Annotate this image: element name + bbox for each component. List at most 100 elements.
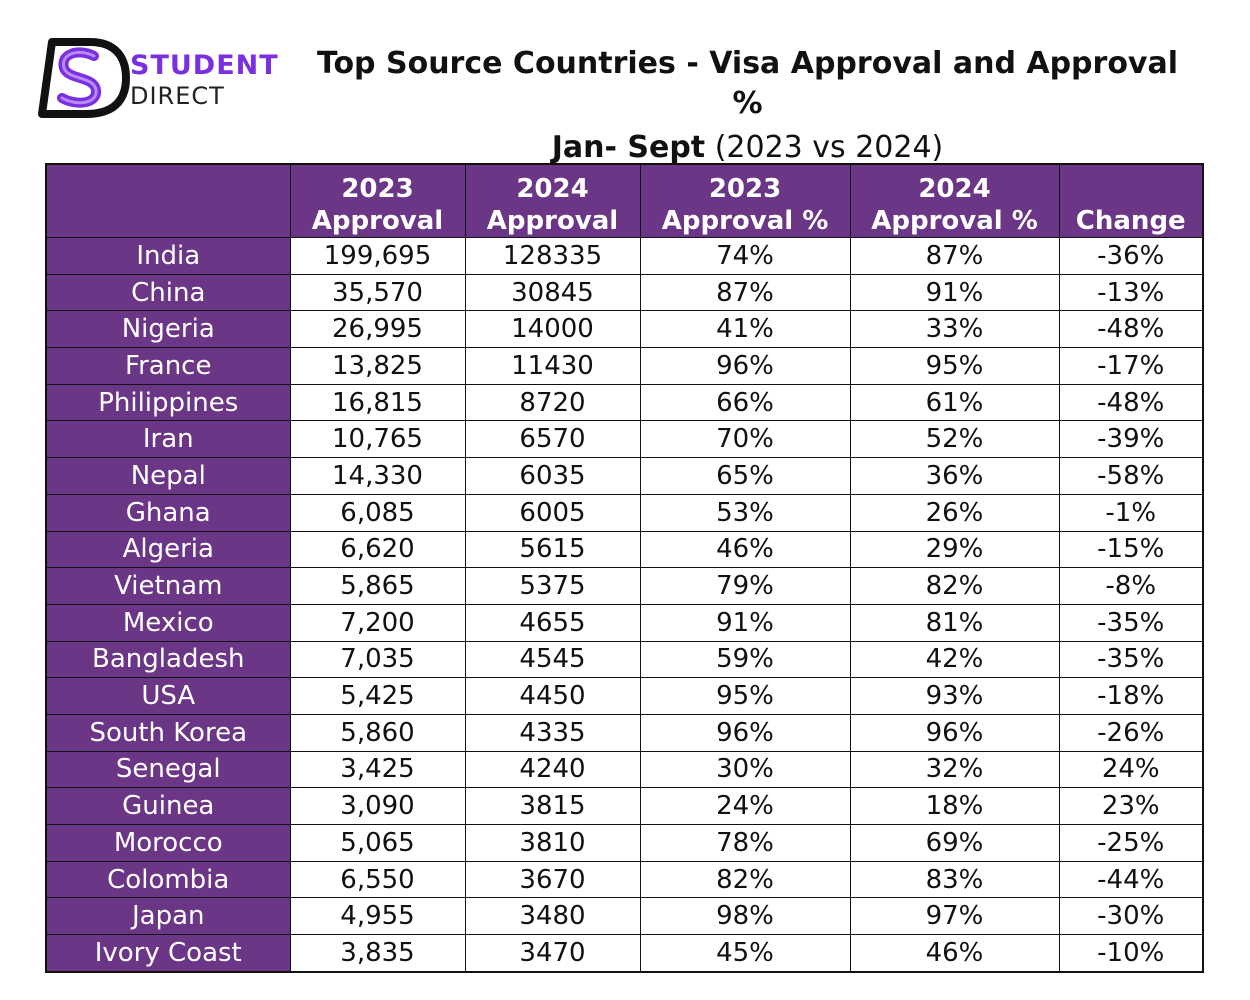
table-row: Ivory Coast 3,835 3470 45% 46% -10% [45,934,1204,973]
approval-pct-2023-cell: 70% [639,420,851,459]
approval-pct-2023-cell: 95% [639,677,851,715]
approval-2024-cell: 6035 [464,457,641,495]
table-row: Guinea 3,090 3815 24% 18% 23% [45,787,1204,825]
change-cell: -13% [1058,273,1204,312]
change-cell: -35% [1058,603,1204,642]
approval-pct-2024-cell: 87% [849,237,1060,275]
table-row: India 199,695 128335 74% 87% -36% [45,237,1204,275]
approval-pct-2024-cell: 42% [849,640,1060,679]
table-row: Iran 10,765 6570 70% 52% -39% [45,420,1204,459]
country-cell: Bangladesh [45,640,291,679]
change-cell: -18% [1058,677,1204,715]
table-row: Algeria 6,620 5615 46% 29% -15% [45,530,1204,569]
approval-2024-cell: 3815 [464,787,641,825]
change-cell: 23% [1058,787,1204,825]
country-cell: Guinea [45,787,291,825]
header-2024-approval-line: 2024 [516,174,589,204]
change-cell: -26% [1058,713,1204,752]
approval-pct-2023-cell: 46% [639,530,851,569]
table-row: France 13,825 11430 96% 95% -17% [45,347,1204,385]
approval-pct-2023-cell: 87% [639,273,851,312]
header-change-line: Change [1075,206,1186,236]
approval-2023-cell: 6,620 [289,530,466,569]
country-cell: China [45,273,291,312]
approval-pct-2024-cell: 95% [849,347,1060,385]
title-subtitle: Jan- Sept (2023 vs 2024) [300,128,1195,168]
approval-pct-2024-cell: 69% [849,824,1060,862]
change-cell: 24% [1058,750,1204,789]
approval-2023-cell: 13,825 [289,347,466,385]
country-cell: Japan [45,897,291,936]
change-cell: -39% [1058,420,1204,459]
approval-pct-2024-cell: 52% [849,420,1060,459]
approval-pct-2023-cell: 30% [639,750,851,789]
approval-pct-2024-cell: 82% [849,567,1060,605]
change-cell: -58% [1058,457,1204,495]
country-cell: India [45,237,291,275]
approval-pct-2024-cell: 26% [849,493,1060,532]
table-header-row: 2023 Approval 2024 Approval 2023 Approval % 20… [45,163,1204,238]
approval-2023-cell: 5,860 [289,713,466,752]
sd-monogram-icon [38,38,130,118]
change-cell: -25% [1058,824,1204,862]
approval-pct-2023-cell: 59% [639,640,851,679]
header-2024-approval-pct-line: 2024 [918,174,991,204]
approval-2024-cell: 5615 [464,530,641,569]
approval-2023-cell: 35,570 [289,273,466,312]
table-row: Philippines 16,815 8720 66% 61% -48% [45,383,1204,422]
approval-pct-2023-cell: 41% [639,310,851,349]
header-2023-approval-pct: 2023 Approval % [639,163,851,238]
table-row: Senegal 3,425 4240 30% 32% 24% [45,750,1204,789]
approval-pct-2024-cell: 97% [849,897,1060,936]
approval-2023-cell: 6,085 [289,493,466,532]
approval-pct-2024-cell: 96% [849,713,1060,752]
header-2024-approval-pct-line: Approval % [871,206,1038,236]
table-body: India 199,695 128335 74% 87% -36% China 35,570 3… [45,237,1204,973]
title-years: (2023 vs 2024) [705,130,944,165]
change-cell: -30% [1058,897,1204,936]
approval-pct-2023-cell: 96% [639,347,851,385]
approval-pct-2023-cell: 74% [639,237,851,275]
approval-pct-2024-cell: 36% [849,457,1060,495]
country-cell: Iran [45,420,291,459]
approval-pct-2024-cell: 46% [849,934,1060,973]
approval-pct-2024-cell: 33% [849,310,1060,349]
approval-2023-cell: 5,425 [289,677,466,715]
country-cell: Colombia [45,860,291,899]
change-cell: -36% [1058,237,1204,275]
student-direct-logo: STUDENT DIRECT [38,34,298,124]
approval-2024-cell: 8720 [464,383,641,422]
table-row: South Korea 5,860 4335 96% 96% -26% [45,713,1204,752]
table-row: Nigeria 26,995 14000 41% 33% -48% [45,310,1204,349]
header-2023-approval: 2023 Approval [289,163,466,238]
approval-2024-cell: 4545 [464,640,641,679]
country-cell: Philippines [45,383,291,422]
approval-2024-cell: 6570 [464,420,641,459]
approval-2024-cell: 4335 [464,713,641,752]
title-main: Top Source Countries - Visa Approval and… [316,46,1179,121]
country-cell: France [45,347,291,385]
approval-2023-cell: 16,815 [289,383,466,422]
header-2023-approval-pct-line: Approval % [661,206,829,236]
approval-2024-cell: 4655 [464,603,641,642]
approval-2023-cell: 3,835 [289,934,466,973]
country-cell: USA [45,677,291,715]
table-row: Vietnam 5,865 5375 79% 82% -8% [45,567,1204,605]
approval-pct-2023-cell: 91% [639,603,851,642]
change-cell: -8% [1058,567,1204,605]
approval-pct-2024-cell: 29% [849,530,1060,569]
approval-2023-cell: 3,090 [289,787,466,825]
table-row: Colombia 6,550 3670 82% 83% -44% [45,860,1204,899]
header-2023-approval-line: Approval [311,206,444,236]
header-country-line [47,173,289,205]
approval-pct-2023-cell: 65% [639,457,851,495]
change-cell: -17% [1058,347,1204,385]
approval-pct-2023-cell: 79% [639,567,851,605]
approval-2024-cell: 3810 [464,824,641,862]
approval-2024-cell: 3670 [464,860,641,899]
approval-2024-cell: 3470 [464,934,641,973]
approval-2023-cell: 3,425 [289,750,466,789]
country-cell: Morocco [45,824,291,862]
header-2023-approval-pct-line: 2023 [708,174,782,204]
table-row: China 35,570 30845 87% 91% -13% [45,273,1204,312]
